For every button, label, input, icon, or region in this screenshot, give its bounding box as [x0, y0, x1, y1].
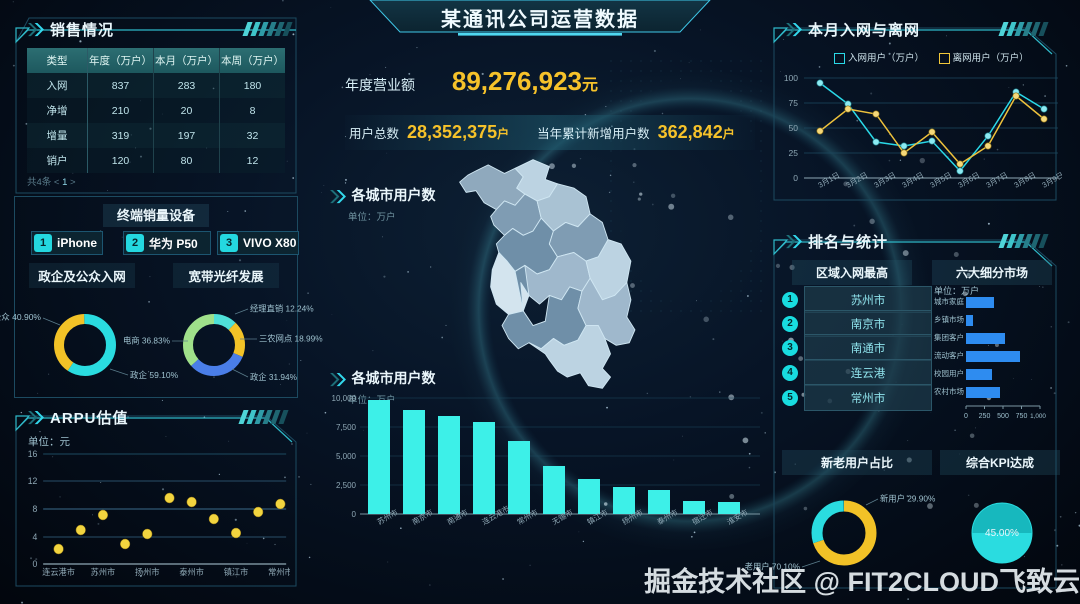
svg-text:农村市场: 农村市场: [934, 386, 964, 396]
svg-text:三农网点 18.99%: 三农网点 18.99%: [259, 334, 323, 344]
svg-text:公众 40.90%: 公众 40.90%: [0, 312, 41, 322]
svg-text:3月3日: 3月3日: [873, 170, 898, 189]
svg-text:3月1日: 3月1日: [817, 170, 842, 189]
svg-text:7,500: 7,500: [336, 423, 357, 432]
svg-text:45.00%: 45.00%: [985, 528, 1019, 539]
svg-text:连云港市: 连云港市: [42, 567, 75, 576]
svg-text:乡镇市场: 乡镇市场: [934, 314, 964, 324]
svg-text:电商 36.83%: 电商 36.83%: [123, 336, 171, 346]
svg-text:0: 0: [352, 510, 357, 519]
svg-text:新用户 29.90%: 新用户 29.90%: [880, 494, 936, 504]
svg-text:3月4日: 3月4日: [901, 170, 926, 189]
svg-text:10,000: 10,000: [332, 394, 357, 403]
svg-text:3月2日: 3月2日: [845, 170, 870, 189]
svg-text:16: 16: [28, 449, 38, 459]
svg-text:流动客户: 流动客户: [934, 350, 964, 360]
svg-text:1,000: 1,000: [1030, 413, 1046, 420]
svg-text:城市家庭: 城市家庭: [934, 296, 964, 306]
svg-text:2,500: 2,500: [336, 481, 357, 490]
svg-text:8: 8: [33, 504, 38, 514]
svg-text:4: 4: [33, 532, 38, 542]
svg-text:0: 0: [793, 173, 798, 183]
svg-text:12: 12: [28, 476, 38, 486]
svg-text:校园用户: 校园用户: [934, 368, 964, 378]
svg-text:镇江市: 镇江市: [224, 567, 249, 576]
svg-text:3月8日: 3月8日: [1013, 170, 1038, 189]
svg-text:250: 250: [979, 413, 991, 420]
svg-text:25: 25: [789, 148, 799, 158]
svg-text:苏州市: 苏州市: [91, 567, 116, 576]
svg-text:0: 0: [33, 559, 38, 569]
svg-text:500: 500: [997, 413, 1009, 420]
svg-text:5,000: 5,000: [336, 452, 357, 461]
svg-text:扬州市: 扬州市: [135, 567, 160, 576]
svg-text:3月5日: 3月5日: [929, 170, 954, 189]
svg-text:泰州市: 泰州市: [179, 567, 204, 576]
svg-text:常州市: 常州市: [268, 567, 290, 576]
svg-text:3月7日: 3月7日: [985, 170, 1010, 189]
svg-text:0: 0: [964, 413, 968, 420]
svg-text:50: 50: [789, 123, 799, 133]
svg-text:3月9日: 3月9日: [1041, 170, 1063, 189]
svg-text:经理直销 12.24%: 经理直销 12.24%: [250, 304, 314, 314]
svg-text:100: 100: [784, 74, 798, 83]
svg-text:750: 750: [1016, 413, 1028, 420]
svg-text:集团客户: 集团客户: [934, 332, 964, 342]
svg-text:75: 75: [789, 98, 799, 108]
svg-text:政企 31.94%: 政企 31.94%: [250, 372, 298, 382]
